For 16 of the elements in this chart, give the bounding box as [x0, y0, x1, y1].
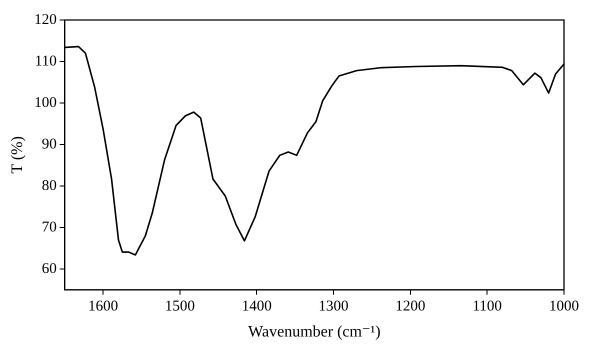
y-tick-label: 120 [34, 12, 57, 28]
y-tick-label: 110 [34, 53, 57, 70]
x-tick-label: 1600 [88, 298, 118, 315]
y-tick-label: 80 [42, 178, 57, 194]
x-axis-title: Wavenumber (cm⁻¹) [248, 324, 381, 341]
x-tick-label: 1400 [242, 298, 272, 315]
x-tick-label: 1500 [164, 298, 195, 315]
y-tick-label: 70 [42, 219, 57, 236]
x-tick-label: 1300 [318, 298, 349, 315]
x-tick-label: 1000 [549, 298, 579, 315]
x-tick-label: 1100 [472, 298, 502, 315]
y-tick-label: 90 [42, 136, 57, 152]
x-tick-label: 1200 [395, 298, 426, 315]
y-axis-title: T (%) [8, 136, 26, 174]
y-tick-label: 60 [42, 260, 57, 277]
y-tick-label: 100 [34, 94, 57, 111]
